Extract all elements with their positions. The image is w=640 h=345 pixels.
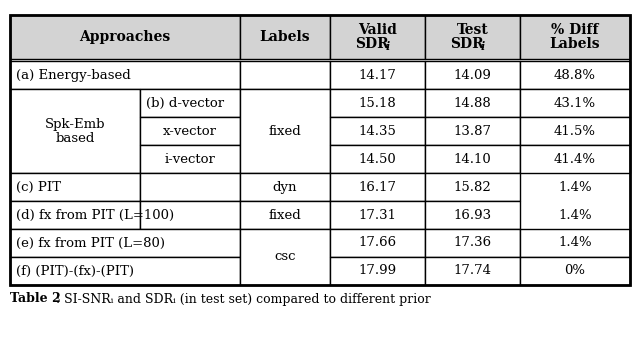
Text: SDR: SDR xyxy=(450,37,483,51)
Bar xyxy=(425,257,520,285)
Text: Table 2: Table 2 xyxy=(10,293,61,306)
Bar xyxy=(240,89,330,173)
Bar xyxy=(240,229,330,285)
Bar xyxy=(330,117,425,145)
Bar xyxy=(425,201,520,229)
Text: i: i xyxy=(385,40,390,51)
Text: based: based xyxy=(55,131,95,145)
Bar xyxy=(240,15,330,59)
Bar xyxy=(330,61,425,89)
Text: 1.4%: 1.4% xyxy=(558,180,592,194)
Text: (f) (PIT)-(fx)-(PIT): (f) (PIT)-(fx)-(PIT) xyxy=(16,265,134,277)
Bar xyxy=(10,201,140,229)
Text: 17.99: 17.99 xyxy=(358,265,397,277)
Bar xyxy=(425,117,520,145)
Bar xyxy=(330,229,425,257)
Bar xyxy=(425,89,520,117)
Bar xyxy=(140,89,240,117)
Text: Test: Test xyxy=(456,23,488,37)
Text: 48.8%: 48.8% xyxy=(554,69,596,81)
Bar xyxy=(520,89,630,117)
Bar xyxy=(330,145,425,173)
Text: 13.87: 13.87 xyxy=(454,125,492,138)
Text: (d) fx from PIT (L=100): (d) fx from PIT (L=100) xyxy=(16,208,174,221)
Text: Approaches: Approaches xyxy=(79,30,171,44)
Bar xyxy=(330,89,425,117)
Bar xyxy=(10,257,240,285)
Text: 1.4%: 1.4% xyxy=(558,237,592,249)
Bar xyxy=(425,15,520,59)
Text: 14.88: 14.88 xyxy=(454,97,492,109)
Bar xyxy=(140,145,240,173)
Text: 15.18: 15.18 xyxy=(358,97,396,109)
Bar xyxy=(520,61,630,89)
Bar xyxy=(10,173,140,201)
Text: 41.4%: 41.4% xyxy=(554,152,596,166)
Text: % Diff: % Diff xyxy=(551,23,599,37)
Text: dyn: dyn xyxy=(273,180,297,194)
Text: 16.93: 16.93 xyxy=(453,208,492,221)
Text: 17.36: 17.36 xyxy=(453,237,492,249)
Bar xyxy=(240,173,330,201)
Text: x-vector: x-vector xyxy=(163,125,217,138)
Bar xyxy=(520,229,630,257)
Bar xyxy=(425,229,520,257)
Text: i: i xyxy=(481,40,484,51)
Text: : SI-SNRᵢ and SDRᵢ (in test set) compared to different prior: : SI-SNRᵢ and SDRᵢ (in test set) compare… xyxy=(56,293,431,306)
Text: (b) d-vector: (b) d-vector xyxy=(146,97,224,109)
Text: i-vector: i-vector xyxy=(164,152,216,166)
Bar xyxy=(520,117,630,145)
Bar xyxy=(520,257,630,285)
Bar xyxy=(520,145,630,173)
Bar xyxy=(10,15,240,59)
Bar xyxy=(330,257,425,285)
Text: 14.10: 14.10 xyxy=(454,152,492,166)
Bar xyxy=(330,201,425,229)
Text: 0%: 0% xyxy=(564,265,586,277)
Bar xyxy=(240,61,330,89)
Bar xyxy=(520,15,630,59)
Bar xyxy=(10,89,140,173)
Bar xyxy=(10,229,240,257)
Text: 1.4%: 1.4% xyxy=(558,208,592,221)
Text: 43.1%: 43.1% xyxy=(554,97,596,109)
Bar xyxy=(10,61,240,89)
Bar xyxy=(140,117,240,145)
Text: 41.5%: 41.5% xyxy=(554,125,596,138)
Text: 14.50: 14.50 xyxy=(358,152,396,166)
Text: Spk-Emb: Spk-Emb xyxy=(45,118,105,130)
Text: (e) fx from PIT (L=80): (e) fx from PIT (L=80) xyxy=(16,237,165,249)
Bar xyxy=(330,15,425,59)
Text: 17.66: 17.66 xyxy=(358,237,397,249)
Bar xyxy=(330,173,425,201)
Text: 15.82: 15.82 xyxy=(454,180,492,194)
Bar xyxy=(140,201,240,229)
Bar xyxy=(425,61,520,89)
Text: Labels: Labels xyxy=(260,30,310,44)
Text: (a) Energy-based: (a) Energy-based xyxy=(16,69,131,81)
Text: csc: csc xyxy=(275,250,296,264)
Text: fixed: fixed xyxy=(269,208,301,221)
Text: fixed: fixed xyxy=(269,125,301,138)
Bar xyxy=(240,201,330,229)
Text: 14.17: 14.17 xyxy=(358,69,396,81)
Text: (c) PIT: (c) PIT xyxy=(16,180,61,194)
Text: 17.74: 17.74 xyxy=(454,265,492,277)
Text: 16.17: 16.17 xyxy=(358,180,397,194)
Bar xyxy=(425,173,520,201)
Bar xyxy=(10,15,630,285)
Text: Valid: Valid xyxy=(358,23,397,37)
Bar xyxy=(140,173,240,201)
Text: 14.09: 14.09 xyxy=(454,69,492,81)
Text: 14.35: 14.35 xyxy=(358,125,396,138)
Text: Labels: Labels xyxy=(550,37,600,51)
Text: SDR: SDR xyxy=(355,37,388,51)
Bar xyxy=(425,145,520,173)
Text: 17.31: 17.31 xyxy=(358,208,397,221)
